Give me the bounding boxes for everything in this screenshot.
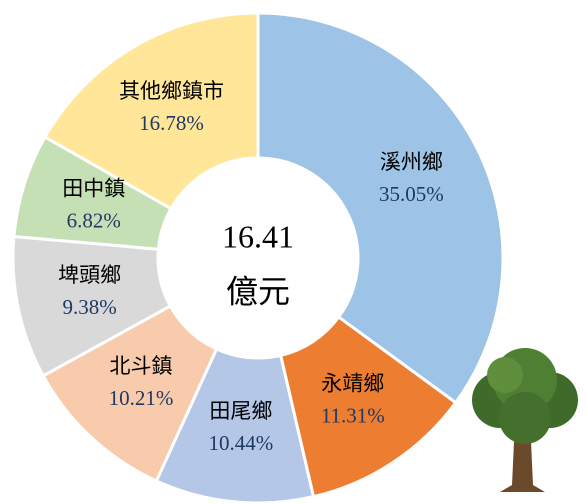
slice-value-label: 11.31% (321, 403, 385, 427)
slice (42, 11, 260, 211)
slice-value-label: 10.21% (109, 386, 174, 410)
slice-value-label: 10.44% (209, 431, 274, 455)
slice-name: 溪州鄉 (380, 150, 443, 174)
slice (154, 347, 316, 504)
slice (278, 314, 458, 499)
center-value: 16.41 (222, 218, 294, 254)
slice-name: 埤頭鄉 (58, 263, 121, 287)
slice-value-label: 35.05% (379, 182, 444, 206)
slice-name: 田中鎮 (62, 177, 125, 201)
donut (11, 11, 505, 504)
slice-name: 永靖鄉 (321, 371, 384, 395)
slice-name: 北斗鎮 (109, 354, 172, 378)
slice (41, 304, 219, 483)
slice-value-label: 6.82% (67, 209, 121, 233)
slice-value-label: 16.78% (139, 111, 204, 135)
slice (256, 11, 505, 405)
slice-value-label: 9.38% (63, 295, 117, 319)
center-unit: 億元 (226, 273, 290, 309)
tree-icon (472, 348, 578, 492)
slice-name: 田尾鄉 (209, 399, 272, 423)
slice-name: 其他鄉鎮市 (119, 79, 224, 103)
